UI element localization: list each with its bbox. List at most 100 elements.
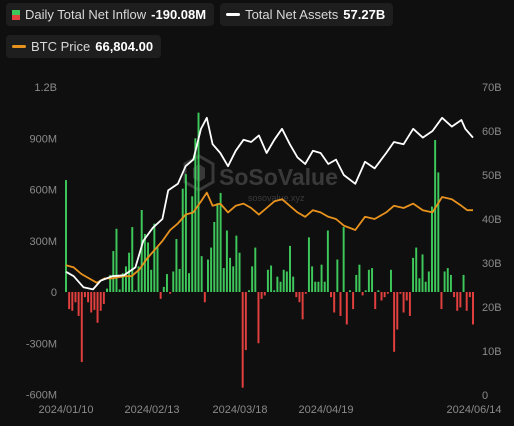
inflow-bar [352, 292, 355, 310]
inflow-bar [358, 264, 361, 292]
inflow-bar [188, 273, 191, 292]
inflow-bar [150, 269, 153, 292]
legend-inflow[interactable]: Daily Total Net Inflow -190.08M [6, 3, 215, 26]
inflow-bar [355, 274, 358, 292]
x-axis-tick: 2024/01/10 [38, 404, 93, 416]
inflow-bar [109, 274, 112, 292]
inflow-bar [330, 292, 333, 298]
inflow-bar [437, 172, 440, 292]
legend-btc-label: BTC Price [31, 39, 91, 54]
inflow-bar [191, 196, 194, 292]
inflow-bar [317, 281, 320, 292]
btc-price-line [65, 191, 473, 284]
inflow-bar [241, 292, 244, 388]
inflow-bar [197, 112, 200, 293]
x-axis-tick: 2024/06/14 [446, 404, 501, 416]
inflow-bar [339, 292, 342, 316]
x-axis-tick: 2024/03/18 [212, 404, 267, 416]
inflow-bar [207, 259, 209, 292]
inflow-bar [424, 281, 427, 292]
inflow-bar [307, 237, 310, 292]
legend-row-1: Daily Total Net Inflow -190.08M Total Ne… [6, 3, 394, 26]
inflow-bar [165, 274, 168, 292]
inflow-bar [118, 289, 121, 292]
inflow-bar [418, 278, 421, 292]
inflow-bar [140, 210, 143, 292]
inflow-bar [93, 292, 96, 310]
inflow-bar [320, 264, 323, 292]
inflow-bar [276, 276, 279, 293]
inflow-swatch-icon [12, 9, 20, 20]
legend-assets[interactable]: Total Net Assets 57.27B [220, 3, 394, 26]
inflow-bar [172, 271, 175, 292]
inflow-bar [285, 271, 288, 292]
inflow-bar [371, 268, 374, 292]
inflow-bar [106, 288, 108, 292]
inflow-bar [348, 290, 351, 292]
right-axis-tick: 40B [482, 214, 502, 226]
inflow-bar [99, 292, 102, 311]
inflow-bar [222, 268, 225, 292]
inflow-bar [386, 292, 389, 294]
inflow-bar [367, 269, 370, 292]
inflow-bar [147, 242, 150, 292]
inflow-bar [374, 292, 377, 310]
inflow-bar [459, 292, 462, 308]
left-axis-tick: 600M [29, 185, 57, 197]
inflow-bar [298, 292, 301, 303]
line-series [65, 116, 474, 291]
legend-row-2: BTC Price 66,804.00 [6, 35, 162, 58]
right-axis-tick: 70B [482, 82, 502, 94]
inflow-bar [219, 192, 222, 292]
inflow-bar [210, 247, 213, 292]
legend-btc[interactable]: BTC Price 66,804.00 [6, 35, 162, 58]
inflow-bar [301, 292, 304, 320]
inflow-bar [121, 273, 124, 292]
inflow-bar [443, 271, 446, 292]
inflow-bar [235, 235, 238, 293]
legend-assets-value: 57.27B [343, 7, 386, 22]
inflow-bar [169, 292, 172, 294]
inflow-bar [364, 290, 367, 292]
inflow-bar [465, 292, 468, 311]
inflow-bar [472, 292, 474, 325]
watermark-subtext: sosovalue.xyz [248, 193, 305, 203]
inflow-bar [131, 227, 134, 292]
inflow-bar [254, 247, 257, 292]
inflow-bar [156, 246, 159, 292]
inflow-bar [251, 266, 254, 293]
inflow-bar [405, 292, 408, 301]
inflow-bar [244, 292, 247, 351]
inflow-bar [96, 292, 99, 323]
inflow-bar [333, 292, 336, 313]
inflow-bar [402, 292, 405, 313]
inflow-bar [389, 269, 392, 292]
inflow-bar [159, 292, 162, 299]
inflow-bar [292, 276, 295, 293]
inflow-bar [304, 292, 307, 294]
right-axis-tick: 60B [482, 126, 502, 138]
inflow-bar [449, 274, 452, 292]
legend-btc-value: 66,804.00 [95, 39, 154, 54]
inflow-bar [232, 266, 235, 293]
inflow-bar [102, 292, 105, 304]
inflow-bar [68, 292, 71, 310]
inflow-bar [295, 292, 298, 298]
inflow-bar [153, 223, 156, 292]
inflow-bar [87, 292, 90, 303]
inflow-bars [65, 112, 474, 388]
inflow-bar [124, 266, 127, 293]
inflow-bar [383, 292, 386, 298]
inflow-bar [213, 221, 216, 292]
inflow-bar [238, 252, 241, 292]
inflow-bar [345, 292, 348, 325]
inflow-bar [396, 292, 399, 330]
left-axis-tick: -300M [26, 338, 57, 350]
inflow-bar [74, 292, 77, 303]
inflow-bar [412, 257, 415, 292]
inflow-bar [263, 292, 266, 296]
left-axis-tick: 900M [29, 133, 57, 145]
inflow-bar [336, 259, 339, 292]
inflow-bar [323, 281, 326, 292]
